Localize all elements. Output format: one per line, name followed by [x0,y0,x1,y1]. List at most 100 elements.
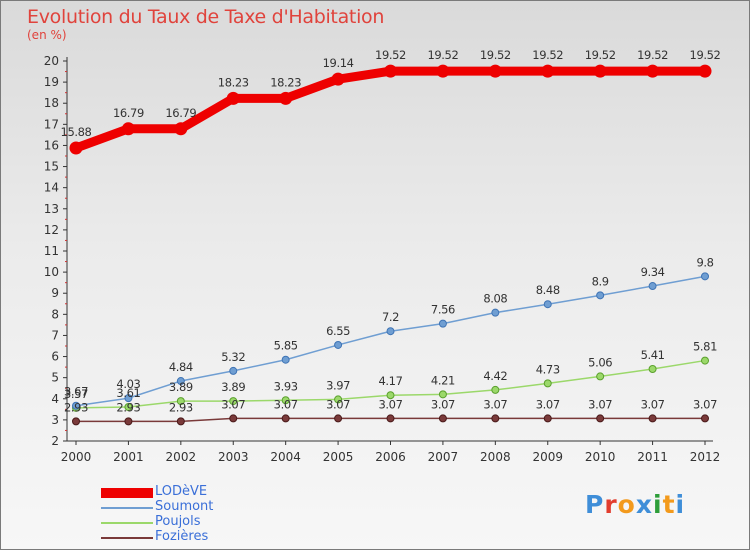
data-point [438,414,447,423]
data-point [701,414,709,423]
data-label: 8.9 [592,274,609,288]
y-tick-label: 9 [51,286,59,300]
data-label: 2.93 [169,400,193,414]
data-label: 3.07 [641,397,665,411]
y-tick-label: 14 [44,181,59,195]
data-point [386,327,395,336]
data-point [69,141,83,155]
legend-label: Poujols [155,514,201,529]
y-tick-label: 15 [44,160,59,174]
y-tick-label: 10 [44,265,59,279]
data-label: 5.85 [274,339,298,353]
logo-letter: i [675,490,686,519]
data-label: 3.07 [378,397,402,411]
chart-unit: (en %) [27,28,67,42]
data-label: 18.23 [270,75,301,89]
data-point [334,414,343,423]
data-point [331,72,345,86]
data-label: 19.52 [480,48,511,62]
y-tick-label: 13 [44,202,59,216]
data-label: 5.81 [693,340,717,354]
legend-label: Fozières [155,529,209,544]
x-tick-label: 2003 [218,450,249,464]
data-point [596,291,605,300]
data-label: 7.56 [431,303,455,317]
data-label: 5.41 [641,348,665,362]
data-label: 19.52 [427,48,458,62]
data-point [701,356,709,365]
data-point [438,319,447,328]
legend-swatch [101,507,153,509]
data-point [72,417,80,426]
data-label: 19.52 [690,48,721,62]
data-label: 18.23 [218,75,249,89]
data-point [436,64,450,78]
data-point [124,403,133,412]
data-label: 3.57 [64,387,88,401]
legend-swatch [101,488,153,498]
y-tick-label: 5 [51,371,59,385]
data-label: 4.42 [483,369,507,383]
data-point [174,122,188,136]
data-label: 15.88 [61,125,92,139]
data-label: 16.79 [165,106,196,120]
data-point [281,396,290,405]
data-point [279,91,293,105]
data-point [646,64,660,78]
data-point [176,397,185,406]
data-label: 3.89 [221,380,245,394]
data-label: 3.61 [116,386,140,400]
y-tick-label: 2 [51,434,59,448]
logo-letter: o [617,490,636,519]
logo-letter: P [585,490,605,519]
data-point [386,414,395,423]
data-point [229,397,238,406]
data-label: 8.08 [483,292,507,306]
data-label: 3.97 [326,378,350,392]
data-label: 9.34 [641,265,665,279]
y-tick-label: 4 [51,392,59,406]
data-label: 16.79 [113,106,144,120]
x-tick-label: 2011 [637,450,668,464]
data-label: 3.07 [221,397,245,411]
data-point [334,340,343,349]
data-label: 3.07 [693,397,717,411]
legend-label: Soumont [155,499,214,514]
data-label: 4.84 [169,360,193,374]
y-tick-label: 18 [44,96,59,110]
x-tick-label: 2001 [113,450,144,464]
data-point [596,372,605,381]
y-tick-label: 20 [44,54,59,68]
data-point [701,272,709,281]
data-label: 3.07 [326,397,350,411]
data-point [176,377,185,386]
data-label: 5.32 [221,350,245,364]
data-point [593,64,607,78]
data-label: 4.03 [116,377,140,391]
y-tick-label: 8 [51,307,59,321]
y-tick-label: 3 [51,413,59,427]
logo-letter: t [662,490,676,519]
data-point [491,414,500,423]
data-label: 5.06 [588,355,612,369]
data-point [176,417,185,426]
data-point [491,385,500,394]
y-tick-label: 12 [44,223,59,237]
x-tick-label: 2005 [323,450,354,464]
x-tick-label: 2000 [61,450,92,464]
x-tick-label: 2006 [375,450,406,464]
data-point [648,282,657,291]
data-label: 6.55 [326,324,350,338]
data-label: 9.8 [696,255,713,269]
x-tick-label: 2010 [585,450,616,464]
data-label: 4.73 [536,362,560,376]
data-point [648,365,657,374]
data-label: 2.93 [116,400,140,414]
data-label: 7.2 [382,310,399,324]
data-point [281,414,290,423]
data-point [438,390,447,399]
data-point [384,64,397,78]
data-point [281,355,290,364]
